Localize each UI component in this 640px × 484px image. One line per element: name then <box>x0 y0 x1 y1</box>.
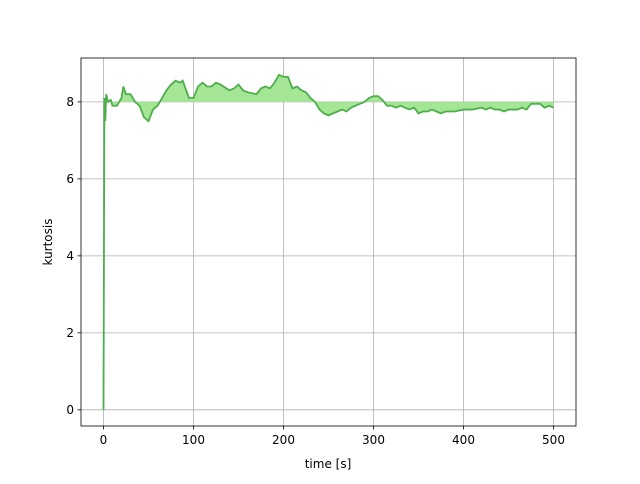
y-tick-label: 4 <box>66 249 74 263</box>
x-tick-label: 100 <box>182 433 205 447</box>
x-tick-label: 0 <box>100 433 108 447</box>
axes-frame <box>80 57 577 427</box>
x-tick-label: 200 <box>272 433 295 447</box>
x-tick-label: 500 <box>542 433 565 447</box>
x-axis-label: time [s] <box>305 457 352 471</box>
y-tick-label: 8 <box>66 95 74 109</box>
x-tick-label: 300 <box>362 433 385 447</box>
y-tick-label: 6 <box>66 172 74 186</box>
line <box>102 73 554 410</box>
y-tick-label: 0 <box>66 403 74 417</box>
y-tick-label: 2 <box>66 326 74 340</box>
x-tick-label: 400 <box>452 433 475 447</box>
y-axis-label: kurtosis <box>41 218 55 265</box>
fill-area <box>103 74 554 410</box>
